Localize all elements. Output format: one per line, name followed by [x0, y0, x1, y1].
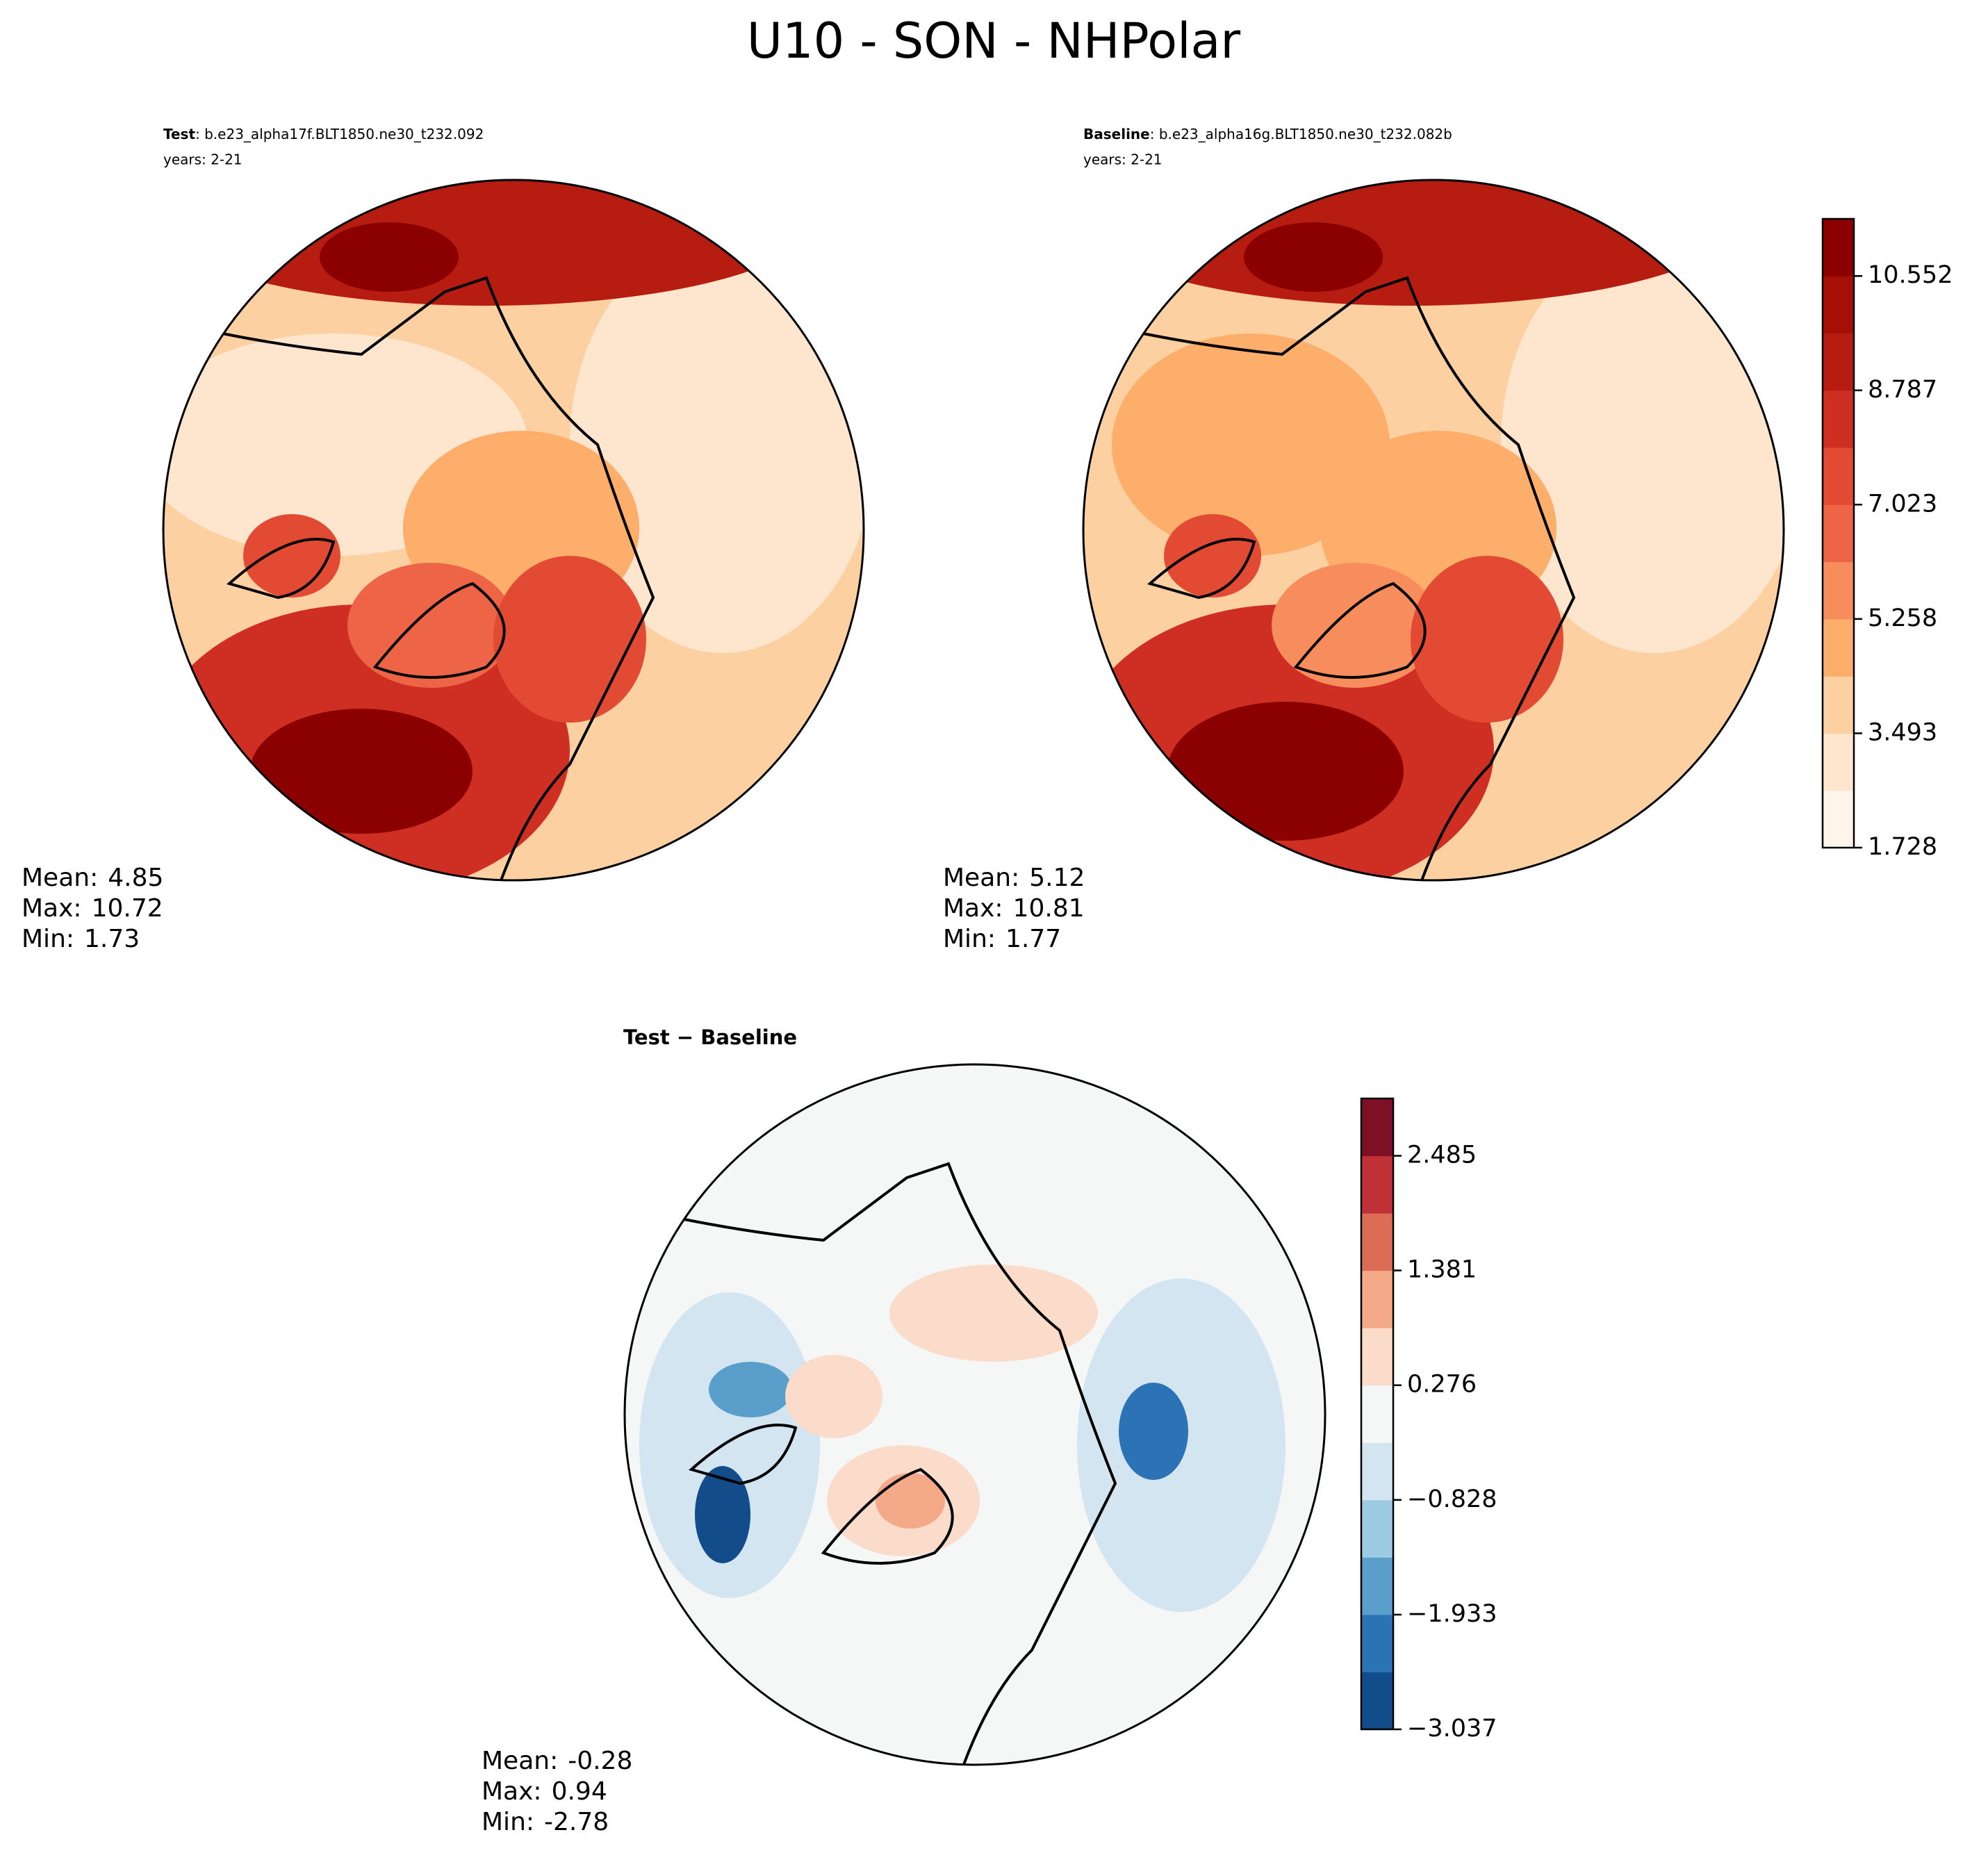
panel-case: : b.e23_alpha16g.BLT1850.ne30_t232.082b	[1150, 126, 1452, 142]
colorbar-swatch	[1823, 733, 1854, 791]
panel-header: Test − Baseline	[623, 1026, 797, 1049]
colorbar-outline	[1821, 217, 1855, 849]
panel-header: Baseline: b.e23_alpha16g.BLT1850.ne30_t2…	[1083, 126, 1452, 142]
colorbar-swatch	[1361, 1098, 1393, 1157]
colorbar-swatch	[1823, 333, 1854, 391]
panel-name: Baseline	[1083, 126, 1150, 142]
colorbar-tick-label: −0.828	[1407, 1485, 1497, 1513]
stat: Min: 1.73	[22, 925, 140, 953]
colorbar-swatch	[1823, 676, 1854, 734]
stat: Mean: 5.12	[943, 864, 1085, 892]
stat-value: 4.85	[108, 864, 163, 892]
colorbar-swatch	[1361, 1499, 1393, 1558]
colorbar-swatch	[1361, 1213, 1393, 1271]
stat: Max: 10.81	[943, 894, 1085, 923]
colorbar-swatch	[1361, 1385, 1393, 1443]
stat-label: Mean:	[482, 1747, 558, 1775]
colorbar-swatch	[1823, 504, 1854, 563]
stat-value: 10.72	[92, 894, 163, 923]
stat-label: Mean:	[943, 864, 1019, 892]
colorbar-swatch	[1823, 618, 1854, 677]
panel-name: Test	[163, 126, 195, 142]
stat: Mean: 4.85	[22, 864, 163, 892]
stat-value: 5.12	[1029, 864, 1085, 892]
stat: Mean: -0.28	[482, 1747, 632, 1775]
map-test	[163, 180, 864, 880]
stat-value: -0.28	[568, 1747, 632, 1775]
map-border	[162, 179, 865, 882]
stat: Max: 0.94	[482, 1777, 607, 1806]
stat: Min: -2.78	[482, 1808, 609, 1836]
colorbar-tick-label: 7.023	[1868, 490, 1937, 518]
panel-years: years: 2-21	[163, 151, 243, 168]
panel-case: : b.e23_alpha17f.BLT1850.ne30_t232.092	[195, 126, 484, 142]
colorbar-tick-label: 10.552	[1868, 261, 1953, 289]
colorbar-swatch	[1823, 219, 1854, 277]
figure-title: U10 - SON - NHPolar	[747, 13, 1241, 69]
colorbar-tick-label: 0.276	[1407, 1371, 1477, 1399]
colorbar-tick-label: 3.493	[1868, 718, 1937, 746]
colorbar-tick-label: 2.485	[1407, 1142, 1477, 1169]
stat-value: 0.94	[552, 1777, 607, 1806]
stat-label: Mean:	[22, 864, 98, 892]
panel-years: years: 2-21	[1083, 151, 1163, 168]
colorbar-swatch	[1823, 790, 1854, 848]
colorbar-swatch	[1361, 1672, 1393, 1730]
colorbar-swatch	[1361, 1557, 1393, 1615]
colorbar-swatch	[1361, 1328, 1393, 1386]
stat-label: Max:	[482, 1777, 542, 1806]
colorbar-swatch	[1823, 447, 1854, 505]
colorbar-swatch	[1361, 1155, 1393, 1214]
stat: Min: 1.77	[943, 925, 1061, 953]
colorbar-tick-label: 8.787	[1868, 376, 1937, 404]
map-baseline	[1083, 180, 1784, 880]
stat-label: Min:	[943, 925, 996, 953]
stat-value: 10.81	[1013, 894, 1085, 923]
panel-header: Test: b.e23_alpha17f.BLT1850.ne30_t232.0…	[163, 126, 484, 142]
colorbar-swatch	[1361, 1270, 1393, 1328]
stat-label: Min:	[482, 1808, 534, 1836]
stat-label: Max:	[943, 894, 1003, 923]
map-difference	[625, 1064, 1325, 1765]
colorbar-tick-label: −1.933	[1407, 1600, 1497, 1628]
colorbar-outline	[1360, 1097, 1395, 1731]
colorbar-swatch	[1823, 561, 1854, 620]
colorbar-tick-label: 1.728	[1868, 833, 1937, 861]
colorbar-swatch	[1823, 276, 1854, 334]
stat: Max: 10.72	[22, 894, 163, 923]
colorbar-tick-label: −3.037	[1407, 1715, 1497, 1743]
map-border	[623, 1063, 1326, 1766]
stat-label: Min:	[22, 925, 74, 953]
stat-label: Max:	[22, 894, 82, 923]
colorbar-swatch	[1823, 390, 1854, 448]
colorbar-tick-label: 5.258	[1868, 604, 1937, 632]
stat-value: 1.73	[84, 925, 140, 953]
colorbar-swatch	[1361, 1614, 1393, 1672]
map-border	[1082, 179, 1785, 882]
stat-value: -2.78	[544, 1808, 609, 1836]
colorbar-swatch	[1361, 1442, 1393, 1501]
colorbar-tick-label: 1.381	[1407, 1256, 1477, 1284]
stat-value: 1.77	[1005, 925, 1061, 953]
